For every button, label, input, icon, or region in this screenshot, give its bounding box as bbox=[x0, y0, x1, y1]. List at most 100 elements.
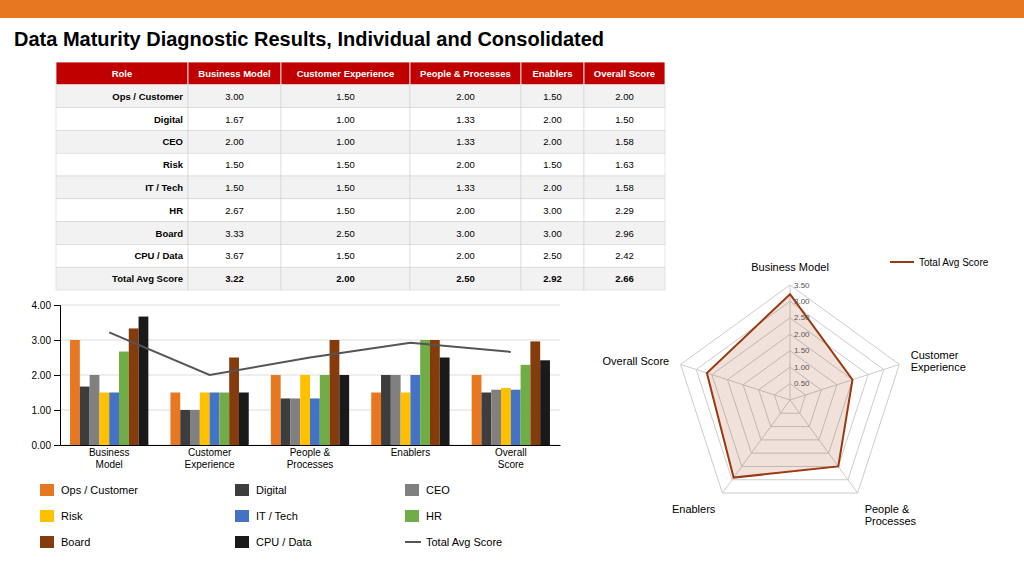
legend-swatch bbox=[235, 536, 249, 548]
table-cell bbox=[56, 130, 188, 153]
table-cell-text: 1.33 bbox=[456, 136, 475, 147]
bar bbox=[281, 398, 291, 445]
table-cell bbox=[188, 130, 281, 153]
table-cell-text: 1.58 bbox=[615, 182, 634, 193]
bar bbox=[119, 352, 129, 445]
tick-mark bbox=[54, 445, 60, 446]
legend-label: Board bbox=[61, 536, 90, 548]
table-cell-text: 2.00 bbox=[456, 91, 475, 102]
legend-label: CEO bbox=[426, 484, 450, 496]
table-cell-text: 3.67 bbox=[225, 250, 244, 261]
tick: OverallScore bbox=[495, 447, 527, 470]
table-header-cell bbox=[410, 62, 521, 85]
category-label: Enablers bbox=[672, 503, 716, 515]
table-cell-text: HR bbox=[169, 205, 183, 216]
table-cell-text: 2.00 bbox=[543, 136, 562, 147]
bar bbox=[180, 410, 190, 445]
radial-axis: 0.501.001.502.002.503.003.50 bbox=[794, 281, 810, 389]
table-cell bbox=[188, 222, 281, 245]
table-cell bbox=[521, 267, 584, 290]
bar bbox=[70, 340, 80, 445]
bar-chart: 0.001.002.003.004.00BusinessModelCustome… bbox=[32, 300, 561, 548]
table-cell-text: 2.00 bbox=[456, 159, 475, 170]
bar bbox=[430, 340, 440, 445]
table-cell bbox=[188, 108, 281, 131]
axis-line bbox=[61, 445, 561, 446]
table-cell-text: 1.50 bbox=[543, 91, 562, 102]
legend-label: Digital bbox=[256, 484, 287, 496]
category-labels: Business ModelCustomerExperiencePeople &… bbox=[603, 261, 966, 527]
tick-label: 1.00 bbox=[794, 363, 810, 372]
plot-area bbox=[70, 317, 550, 445]
table-cell-text: 1.00 bbox=[336, 114, 355, 125]
table-cell bbox=[410, 176, 521, 199]
category-label: Overall Score bbox=[603, 355, 670, 367]
tick-label: 3.50 bbox=[794, 281, 810, 290]
table-cell bbox=[584, 85, 665, 108]
text-line: Enablers bbox=[672, 503, 716, 515]
table-cell-text: 1.50 bbox=[336, 182, 355, 193]
table-header-cell bbox=[584, 62, 665, 85]
table-cell-text: 2.92 bbox=[543, 273, 562, 284]
tick-mark bbox=[54, 375, 60, 376]
table-cell bbox=[521, 222, 584, 245]
text-line: Score bbox=[498, 459, 525, 470]
grid-ring bbox=[681, 285, 900, 493]
bar bbox=[170, 393, 180, 446]
table-cell-text: 1.50 bbox=[336, 205, 355, 216]
table-cell bbox=[584, 108, 665, 131]
table-cell bbox=[56, 222, 188, 245]
bar bbox=[210, 393, 220, 446]
table-cell bbox=[188, 176, 281, 199]
text-line: Experience bbox=[185, 459, 235, 470]
text-line: Business Model bbox=[751, 261, 829, 273]
table-cell bbox=[410, 244, 521, 267]
tick-label: 1.50 bbox=[794, 346, 810, 355]
bar bbox=[491, 390, 501, 445]
table-cell-text: 1.50 bbox=[336, 159, 355, 170]
bar bbox=[530, 341, 540, 445]
table-header-cell bbox=[56, 62, 188, 85]
x-axis: BusinessModelCustomerExperiencePeople &P… bbox=[61, 446, 561, 470]
table-cell-text: 2.00 bbox=[615, 91, 634, 102]
bar bbox=[521, 365, 531, 445]
bar bbox=[310, 398, 320, 445]
table-cell-text: 2.50 bbox=[456, 273, 475, 284]
text-line: Processes bbox=[865, 515, 917, 527]
legend-label: IT / Tech bbox=[256, 510, 298, 522]
bar bbox=[472, 375, 482, 445]
bar bbox=[371, 393, 381, 446]
table-cell bbox=[410, 199, 521, 222]
tick: 2.00 bbox=[32, 370, 60, 381]
bar bbox=[391, 375, 401, 445]
table-cell-text: 1.50 bbox=[225, 182, 244, 193]
bar bbox=[271, 375, 281, 445]
top-bar bbox=[0, 0, 1024, 18]
table-cell bbox=[56, 199, 188, 222]
table-cell bbox=[584, 130, 665, 153]
plot-area bbox=[707, 294, 853, 477]
table-header-text: Enablers bbox=[532, 68, 572, 79]
table-header-text: People & Processes bbox=[420, 68, 511, 79]
legend-swatch bbox=[40, 510, 54, 522]
tick-label: 1.00 bbox=[32, 405, 52, 416]
tick: 1.00 bbox=[32, 405, 60, 416]
legend-label: Risk bbox=[61, 510, 83, 522]
bar bbox=[320, 375, 330, 445]
text-line: Processes bbox=[287, 459, 334, 470]
table-cell-text: 3.00 bbox=[543, 228, 562, 239]
text-line: Model bbox=[96, 459, 123, 470]
tick-label: 4.00 bbox=[32, 300, 52, 311]
table-cell-text: 1.67 bbox=[225, 114, 244, 125]
table-cell bbox=[56, 176, 188, 199]
bar bbox=[420, 340, 430, 445]
table-cell-text: 2.29 bbox=[615, 205, 634, 216]
table-cell-text: 1.50 bbox=[615, 114, 634, 125]
table-cell bbox=[281, 130, 410, 153]
text-line: Business bbox=[89, 447, 130, 458]
legend-label: Total Avg Score bbox=[426, 536, 502, 548]
legend: Total Avg Score bbox=[890, 257, 989, 268]
table-cell-text: 3.00 bbox=[456, 228, 475, 239]
table-cell-text: 2.96 bbox=[615, 228, 634, 239]
bar bbox=[440, 358, 450, 446]
